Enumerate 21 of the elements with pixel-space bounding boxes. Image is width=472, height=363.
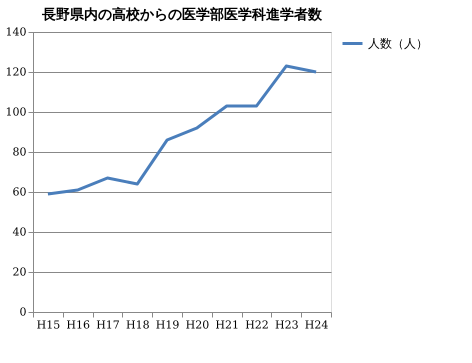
y-tick-label: 20: [12, 266, 26, 278]
x-tick-label: H23: [275, 318, 299, 332]
y-tick-label: 120: [6, 66, 26, 78]
x-tick-label: H20: [186, 318, 210, 332]
y-tick-label: 140: [6, 26, 26, 38]
y-tick-label: 60: [12, 186, 26, 198]
line-series: [46, 64, 318, 196]
x-tick-label: H24: [304, 318, 328, 332]
y-tick-label: 40: [12, 226, 26, 238]
x-tick-label: H21: [215, 318, 239, 332]
x-tick-label: H19: [156, 318, 180, 332]
y-tick-label: 100: [6, 106, 26, 118]
y-tick-label: 80: [12, 146, 26, 158]
chart-title: 長野県内の高校からの医学部医学科進学者数: [41, 6, 323, 23]
y-tick-label: 0: [20, 306, 26, 318]
legend-label: 人数（人）: [368, 36, 428, 50]
x-tick-label: H22: [245, 318, 269, 332]
x-tick-label: H17: [96, 318, 120, 332]
x-tick-label: H15: [36, 318, 60, 332]
x-tick-label: H18: [126, 318, 150, 332]
x-tick-label: H16: [66, 318, 90, 332]
